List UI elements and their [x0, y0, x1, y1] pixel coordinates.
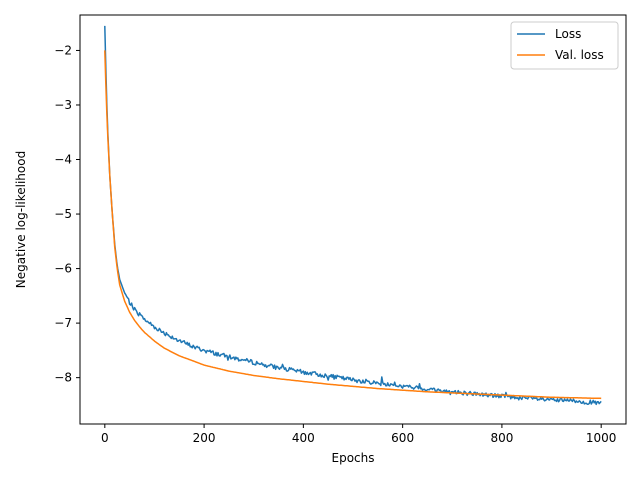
series-line-val-loss	[104, 50, 602, 400]
legend-label: Loss	[555, 27, 581, 41]
axes-frame	[79, 14, 627, 425]
x-tick-label: 400	[292, 431, 315, 445]
x-tick-label: 800	[490, 431, 513, 445]
x-axis: 0 200 400 600 800 1000	[101, 424, 616, 445]
y-tick-label: −6	[54, 262, 72, 276]
series-line-loss	[104, 25, 602, 406]
y-axis-label: Negative log-likelihood	[14, 151, 28, 288]
x-tick-label: 600	[391, 431, 414, 445]
plot-area	[104, 25, 602, 406]
y-tick-label: −3	[54, 98, 72, 112]
y-tick-label: −5	[54, 207, 72, 221]
x-axis-label: Epochs	[332, 451, 375, 465]
x-tick-label: 1000	[586, 431, 617, 445]
legend: Loss Val. loss	[510, 21, 619, 70]
y-tick-label: −4	[54, 153, 72, 167]
y-tick-label: −8	[54, 371, 72, 385]
y-tick-label: −2	[54, 43, 72, 57]
y-tick-label: −7	[54, 316, 72, 330]
y-axis: −8 −7 −6 −5 −4 −3 −2	[54, 43, 80, 385]
x-tick-label: 200	[193, 431, 216, 445]
x-tick-label: 0	[101, 431, 109, 445]
legend-label: Val. loss	[555, 48, 604, 62]
